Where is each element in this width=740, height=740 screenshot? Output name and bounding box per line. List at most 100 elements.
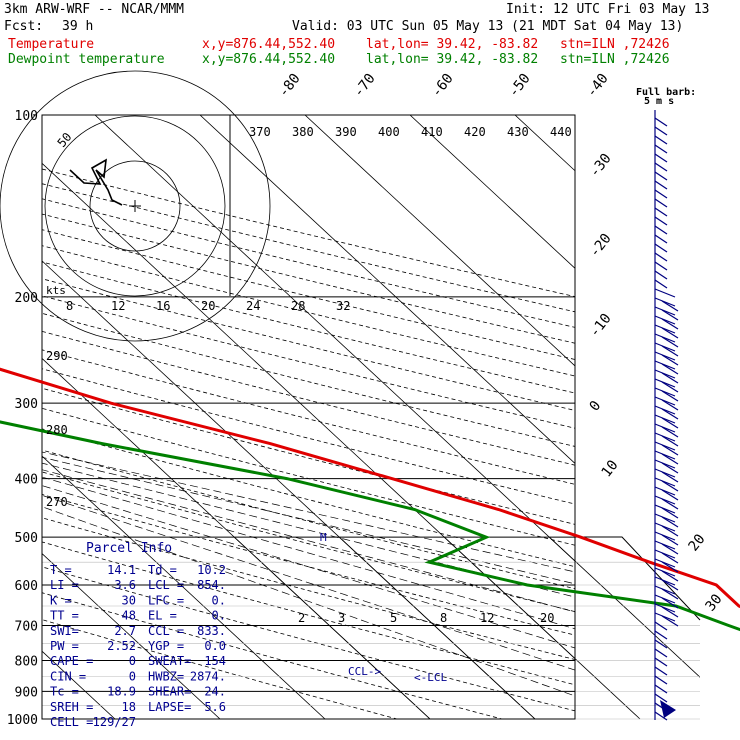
theta-label: 390 xyxy=(335,125,357,139)
wind-barb xyxy=(654,513,676,523)
dewpoint-profile xyxy=(0,420,740,632)
moist-adiabat xyxy=(42,456,575,585)
theta-label: 410 xyxy=(421,125,443,139)
parcel-info-key2: LAPSE= xyxy=(148,700,191,714)
parcel-info-value: 0 xyxy=(129,654,136,668)
pressure-tick-label: 900 xyxy=(15,685,38,700)
forecast-label: Fcst: xyxy=(4,19,44,34)
pressure-tick-label: 700 xyxy=(15,619,38,634)
wind-barb xyxy=(654,621,668,631)
lower-frame-edge xyxy=(575,536,701,621)
wind-barb xyxy=(654,351,676,361)
isotherm xyxy=(94,115,575,562)
parcel-info-key2: HWBZ= xyxy=(148,669,184,683)
pressure-tick-label: 300 xyxy=(15,397,38,412)
parcel-info-value2: 833. xyxy=(197,624,226,638)
pressure-tick-label: 600 xyxy=(15,579,38,594)
wind-barb-feather xyxy=(661,309,679,321)
full-barb-unit: 5 m s xyxy=(644,96,674,107)
wind-barb xyxy=(654,360,676,370)
parcel-info-key: Tc = xyxy=(50,685,79,699)
wind-barb-feather xyxy=(661,363,679,375)
wind-barb-feather xyxy=(661,471,679,483)
dry-adiabat xyxy=(42,407,575,546)
ccl-label: CCL-> xyxy=(348,665,381,678)
isotherm xyxy=(42,455,326,719)
wind-barb xyxy=(654,675,668,685)
parcel-info-key: CAPE = xyxy=(50,654,93,668)
theta-label: 430 xyxy=(507,125,529,139)
isotherm xyxy=(0,115,10,719)
isotherm-lower xyxy=(234,537,431,720)
parcel-info-value2: 10.2 xyxy=(197,563,226,577)
wind-barb xyxy=(654,612,676,622)
wind-barb xyxy=(654,711,668,721)
dry-adiabat xyxy=(42,449,575,590)
wind-barb-feather xyxy=(661,561,679,573)
hodograph-speed-tick: 16 xyxy=(156,299,170,313)
isotherm-lower xyxy=(549,537,700,720)
parcel-info-key2: SHEAR= xyxy=(148,685,191,699)
dry-adiabat xyxy=(42,261,575,394)
isotherm xyxy=(620,115,740,719)
wind-barb xyxy=(654,261,668,271)
parcel-info-value2: 0. xyxy=(212,593,226,607)
parcel-info-key2: EL = xyxy=(148,609,177,623)
wind-barb xyxy=(654,297,676,307)
wind-barb xyxy=(654,315,676,325)
wind-barb xyxy=(654,441,676,451)
model-title: 3km ARW-WRF -- NCAR/MMM xyxy=(4,2,185,17)
mixing-ratio-label: 5 xyxy=(390,611,397,625)
forecast-hours: 39 h xyxy=(62,19,94,34)
parcel-info-value2: 0.0 xyxy=(204,639,226,653)
parcel-info-key: CIN = xyxy=(50,669,86,683)
dewpoint-legend: Dewpoint temperature xyxy=(8,52,165,67)
wind-barb-feather xyxy=(661,444,679,456)
wind-barb-feather xyxy=(661,534,679,546)
moist-adiabat xyxy=(42,476,575,630)
parcel-info-value2: 5.6 xyxy=(204,700,226,714)
temperature-profile xyxy=(0,367,740,609)
parcel-info-title: Parcel Info xyxy=(86,541,172,556)
m-marker-label: M xyxy=(320,531,327,544)
dry-adiabat xyxy=(42,229,575,360)
wind-barb xyxy=(654,252,668,262)
isotherm xyxy=(42,553,221,719)
temperature-legend: Temperature xyxy=(8,37,95,52)
wind-barb xyxy=(654,234,668,244)
moist-adiabat xyxy=(42,451,575,573)
moist-adiabat xyxy=(42,506,575,697)
parcel-info-value2: 0. xyxy=(212,609,226,623)
wind-barb xyxy=(654,405,676,415)
isotherm-label: -70 xyxy=(351,71,379,101)
isotherm-label: -30 xyxy=(587,151,615,181)
temperature-xy: x,y=876.44,552.40 xyxy=(202,37,336,52)
wind-barb-feather xyxy=(661,300,679,312)
pressure-tick-label: 500 xyxy=(15,531,38,546)
parcel-info-key: SWI= xyxy=(50,624,79,638)
dry-adiabat xyxy=(42,295,575,429)
dewpoint-latlon: lat,lon= 39.42, -83.82 xyxy=(366,52,539,67)
wind-barb xyxy=(654,414,676,424)
wind-barb-feather xyxy=(661,399,679,411)
wind-barb xyxy=(654,639,668,649)
dry-adiabat xyxy=(42,278,575,411)
temperature-latlon: lat,lon= 39.42, -83.82 xyxy=(366,37,539,52)
parcel-info-key2: CCL = xyxy=(148,624,184,638)
moist-adiabat xyxy=(42,469,575,613)
wind-barb xyxy=(654,117,668,127)
wind-barb xyxy=(654,594,676,604)
moist-adiabat xyxy=(42,485,575,649)
wind-barb-feather xyxy=(661,543,679,555)
hodograph-speed-tick: 8 xyxy=(66,299,73,313)
wind-barb xyxy=(654,135,668,145)
wind-barb xyxy=(654,549,676,559)
isotherm xyxy=(42,162,575,660)
dry-adiabat xyxy=(42,245,575,377)
wind-barb xyxy=(654,288,676,298)
wind-barb-feather xyxy=(661,480,679,492)
diagram-frame xyxy=(41,114,576,720)
wind-barb-feather xyxy=(661,408,679,420)
wind-barb xyxy=(654,144,668,154)
isotherm-lower xyxy=(444,537,641,720)
